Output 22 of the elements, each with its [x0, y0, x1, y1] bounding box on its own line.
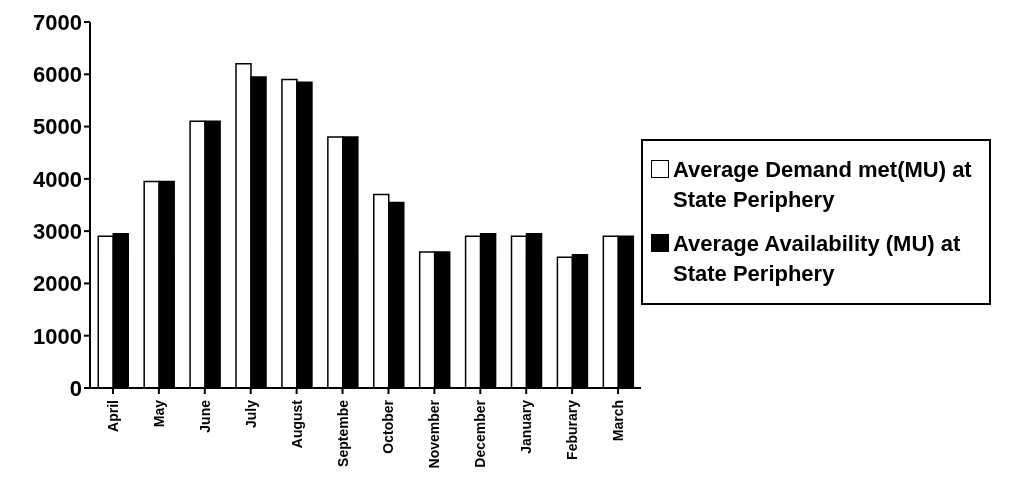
x-tick-label: May: [150, 399, 167, 428]
y-tick-label: 7000: [33, 9, 82, 35]
x-tick-label: Feburary: [564, 399, 581, 460]
x-tick-label: April: [104, 400, 121, 432]
x-tick-label: Septembe: [334, 399, 351, 467]
x-tick-label: March: [610, 400, 627, 442]
y-tick-label: 3000: [33, 218, 82, 244]
legend-label: Average Demand met(MU) at State Periphery: [673, 156, 973, 214]
y-tick-label: 4000: [33, 166, 82, 192]
x-tick-label: November: [426, 399, 443, 469]
y-tick-label: 1000: [33, 323, 82, 349]
x-tick-label: October: [380, 399, 397, 454]
y-tick-label: 5000: [33, 114, 82, 140]
x-tick-label: July: [242, 399, 259, 429]
x-tick-label: December: [472, 399, 489, 468]
legend-label: Average Availability (MU) at State Periphery: [673, 230, 962, 288]
y-tick-label: 6000: [33, 62, 82, 88]
y-tick-label: 2000: [33, 271, 82, 297]
x-tick-label: August: [288, 399, 305, 449]
y-tick-label: 0: [69, 375, 82, 401]
x-tick-label: June: [196, 399, 213, 433]
x-tick-label: January: [518, 399, 535, 454]
